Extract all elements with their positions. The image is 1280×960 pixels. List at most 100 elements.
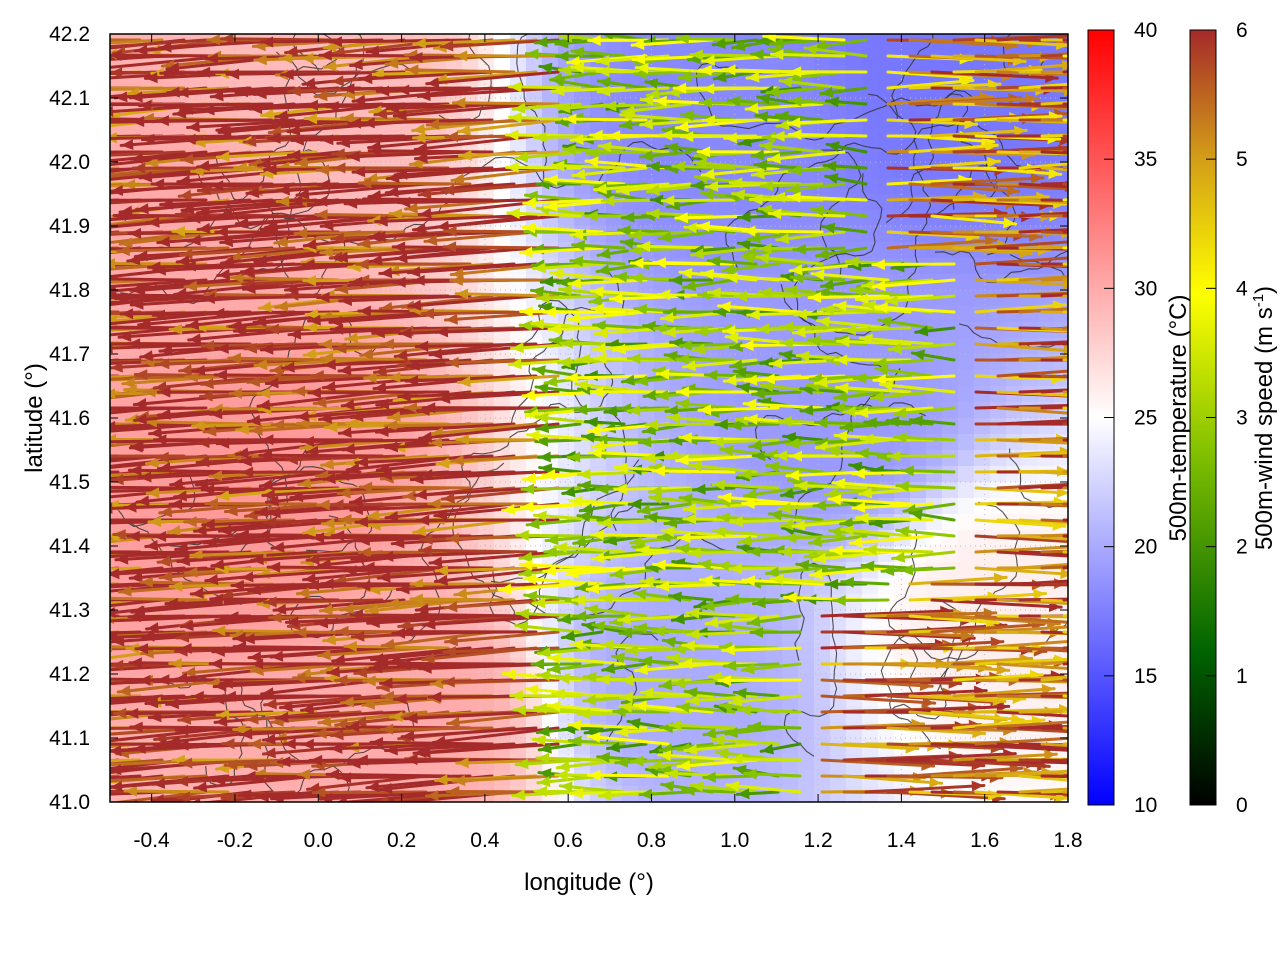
wind-vector-head [254, 54, 267, 66]
wind-vector-head [110, 285, 117, 297]
wind-vector-shaft [118, 230, 230, 246]
heatmap-cell [846, 594, 863, 611]
heatmap-cell [942, 290, 959, 307]
wind-vector-head [91, 63, 104, 74]
wind-vector-shaft [110, 166, 186, 176]
heatmap-cell [766, 706, 783, 723]
wind-vector-head [412, 274, 425, 286]
wind-vector-shaft [434, 326, 560, 334]
wind-vector-head [280, 52, 293, 64]
heatmap-cell [798, 754, 815, 771]
wind-vector-head [181, 153, 194, 165]
wind-vector-shaft [110, 582, 120, 586]
wind-vector-head [259, 449, 272, 461]
wind-vector-shaft [388, 212, 494, 218]
heatmap-cell [734, 626, 751, 643]
heatmap-cell [526, 274, 543, 291]
wind-vector-head [63, 303, 76, 314]
wind-vector-head [409, 299, 422, 311]
wind-vector-shaft [343, 644, 450, 650]
wind-vector-head [318, 179, 331, 191]
wind-vector-head [191, 587, 204, 599]
wind-vector-shaft [354, 454, 494, 465]
wind-vector-head [506, 161, 519, 173]
wind-vector-head [86, 376, 98, 387]
heatmap-cell [958, 530, 975, 547]
wind-vector-head [214, 369, 227, 381]
heatmap-cell [510, 578, 527, 595]
heatmap-cell [926, 450, 943, 467]
wind-vector-shaft [425, 70, 560, 86]
wind-vector-head [268, 561, 281, 573]
wind-vector-head [210, 593, 223, 605]
wind-vector-shaft [110, 38, 164, 45]
heatmap-cell [606, 210, 623, 227]
wind-vector-head [129, 465, 142, 476]
wind-vector-head [283, 738, 296, 750]
wind-vector-head [160, 345, 173, 356]
wind-vector-head [256, 791, 269, 802]
wind-vector-head [376, 425, 389, 437]
wind-vector-head [217, 268, 231, 280]
heatmap-cell [910, 450, 927, 467]
heatmap-cell [1006, 498, 1023, 515]
wind-vector-head [71, 195, 83, 206]
wind-vector-head [341, 696, 354, 708]
heatmap-cell [974, 386, 991, 403]
wind-vector-head [136, 643, 148, 655]
wind-vector-head [394, 693, 407, 705]
wind-vector-head [331, 232, 345, 244]
wind-vector-head [341, 603, 354, 615]
wind-vector-head [194, 524, 207, 536]
wind-vector-head [240, 728, 253, 740]
wind-vector-head [333, 162, 346, 174]
wind-vector-head [69, 570, 81, 581]
wind-vector-head [251, 554, 264, 565]
wind-vector-head [458, 376, 471, 388]
wind-vector-head [258, 387, 271, 399]
heatmap-cell [958, 450, 975, 467]
contour-line [891, 34, 934, 123]
wind-vector-head [151, 794, 165, 802]
wind-vector-head [212, 645, 225, 657]
wind-vector-head [322, 517, 335, 529]
wind-vectors [0, 34, 1068, 802]
wind-vector-head [0, 364, 5, 375]
wind-vector-shaft [416, 742, 560, 755]
wind-vector-head [507, 208, 520, 219]
wind-vector-head [75, 265, 87, 276]
wind-vector-shaft [110, 774, 120, 779]
wind-vector-head [110, 258, 116, 270]
wind-vector-head [166, 62, 180, 74]
heatmap-cell [574, 338, 591, 355]
wind-vector-shaft [318, 790, 450, 801]
heatmap-cell [830, 770, 847, 787]
wind-vector-head [41, 757, 53, 768]
heatmap-cell [798, 722, 815, 739]
wind-vector-head [202, 340, 215, 352]
wind-vector-head [202, 518, 215, 530]
wind-vector-head [17, 167, 29, 178]
wind-vector-head [370, 254, 383, 266]
heatmap-cell [622, 594, 639, 611]
wind-vector-shaft [272, 598, 406, 612]
wind-vector-head [192, 797, 201, 802]
heatmap-cell [846, 130, 863, 147]
wind-vector-shaft [137, 102, 274, 107]
wind-vector-head [320, 792, 333, 802]
wind-vector-head [88, 323, 100, 334]
wind-vector-head [307, 782, 321, 794]
wind-vector-head [513, 102, 526, 114]
wind-vector-head [128, 338, 141, 350]
wind-vector-head [28, 259, 40, 270]
wind-vector-head [115, 292, 128, 304]
wind-vector-head [96, 775, 108, 786]
wind-vector-shaft [186, 214, 318, 220]
wind-vector-head [175, 542, 189, 554]
heatmap-cell [878, 706, 895, 723]
wind-vector-shaft [110, 710, 120, 714]
wind-vector-head [0, 676, 4, 687]
wind-vector-head [185, 280, 198, 292]
wind-vector-head [337, 137, 351, 149]
wind-vector-head [289, 328, 302, 340]
